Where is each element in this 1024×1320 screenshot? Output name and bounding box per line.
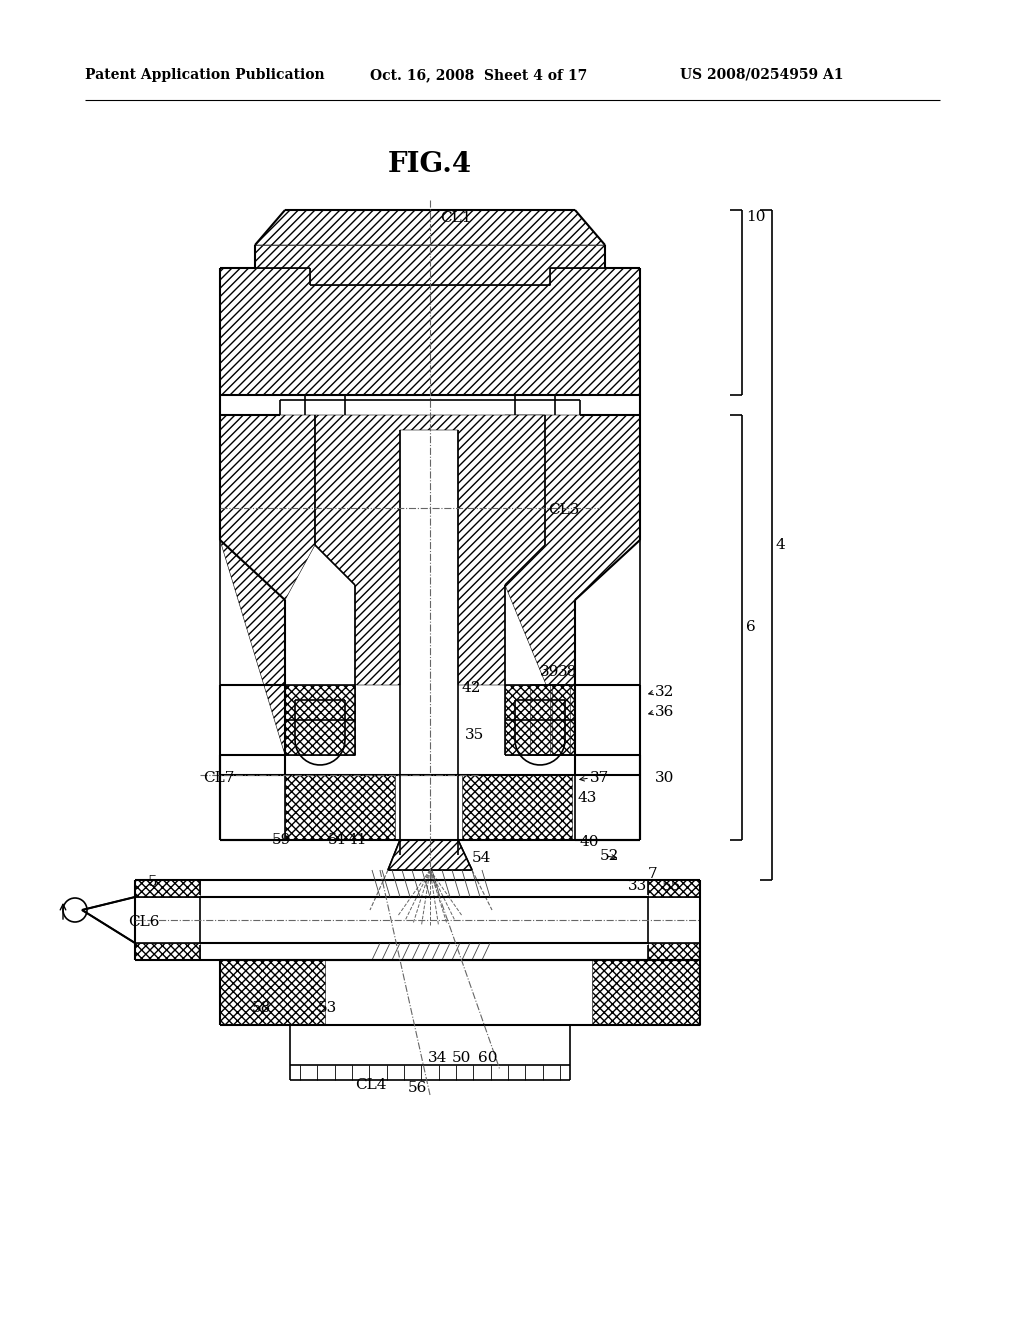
Text: CL3: CL3 bbox=[548, 503, 580, 517]
Text: 7: 7 bbox=[648, 867, 657, 880]
Text: 51: 51 bbox=[328, 833, 347, 847]
Text: 5: 5 bbox=[148, 875, 158, 888]
Polygon shape bbox=[285, 685, 355, 755]
Bar bbox=[592, 960, 700, 1026]
Bar bbox=[135, 880, 200, 898]
Text: 42: 42 bbox=[462, 681, 481, 696]
Text: 55: 55 bbox=[662, 879, 681, 894]
Text: 43: 43 bbox=[578, 791, 597, 805]
Text: 53: 53 bbox=[318, 1001, 337, 1015]
Bar bbox=[648, 942, 700, 960]
Text: CL1: CL1 bbox=[440, 211, 471, 224]
Text: 6: 6 bbox=[746, 620, 756, 634]
Polygon shape bbox=[220, 268, 640, 395]
Text: 60: 60 bbox=[478, 1051, 498, 1065]
Text: 52: 52 bbox=[600, 849, 620, 863]
Text: 4: 4 bbox=[776, 539, 785, 552]
Text: 37: 37 bbox=[590, 771, 609, 785]
Text: 58: 58 bbox=[252, 1001, 271, 1015]
Text: 56: 56 bbox=[408, 1081, 427, 1096]
Bar bbox=[135, 942, 200, 960]
Bar bbox=[462, 775, 572, 840]
Text: Patent Application Publication: Patent Application Publication bbox=[85, 69, 325, 82]
Text: FIG.4: FIG.4 bbox=[388, 152, 472, 178]
Text: 35: 35 bbox=[465, 729, 484, 742]
Text: 50: 50 bbox=[452, 1051, 471, 1065]
Text: 30: 30 bbox=[655, 771, 675, 785]
Bar bbox=[552, 685, 570, 755]
Bar bbox=[648, 880, 700, 898]
Bar bbox=[285, 775, 395, 840]
Text: 41: 41 bbox=[348, 833, 368, 847]
Text: 39: 39 bbox=[540, 665, 559, 678]
Text: 40: 40 bbox=[580, 836, 599, 849]
Text: 34: 34 bbox=[428, 1051, 447, 1065]
Text: Oct. 16, 2008  Sheet 4 of 17: Oct. 16, 2008 Sheet 4 of 17 bbox=[370, 69, 587, 82]
Text: 38: 38 bbox=[558, 665, 578, 678]
Text: CL6: CL6 bbox=[128, 915, 160, 929]
Bar bbox=[200, 898, 648, 942]
Polygon shape bbox=[82, 898, 135, 942]
Polygon shape bbox=[505, 414, 640, 755]
Polygon shape bbox=[505, 685, 575, 755]
Text: US 2008/0254959 A1: US 2008/0254959 A1 bbox=[680, 69, 844, 82]
Polygon shape bbox=[220, 414, 315, 755]
Polygon shape bbox=[388, 840, 472, 870]
Polygon shape bbox=[255, 210, 605, 246]
Text: CL7: CL7 bbox=[203, 771, 234, 785]
Text: 54: 54 bbox=[472, 851, 492, 865]
Polygon shape bbox=[388, 840, 472, 870]
Text: CL4: CL4 bbox=[355, 1078, 386, 1092]
Text: 10: 10 bbox=[746, 210, 766, 224]
Text: 59: 59 bbox=[272, 833, 292, 847]
Text: 32: 32 bbox=[655, 685, 675, 700]
Polygon shape bbox=[255, 246, 605, 285]
Polygon shape bbox=[315, 414, 545, 685]
Bar bbox=[530, 685, 550, 755]
Bar bbox=[220, 960, 325, 1026]
Text: 36: 36 bbox=[655, 705, 675, 719]
Text: 33: 33 bbox=[628, 879, 647, 894]
